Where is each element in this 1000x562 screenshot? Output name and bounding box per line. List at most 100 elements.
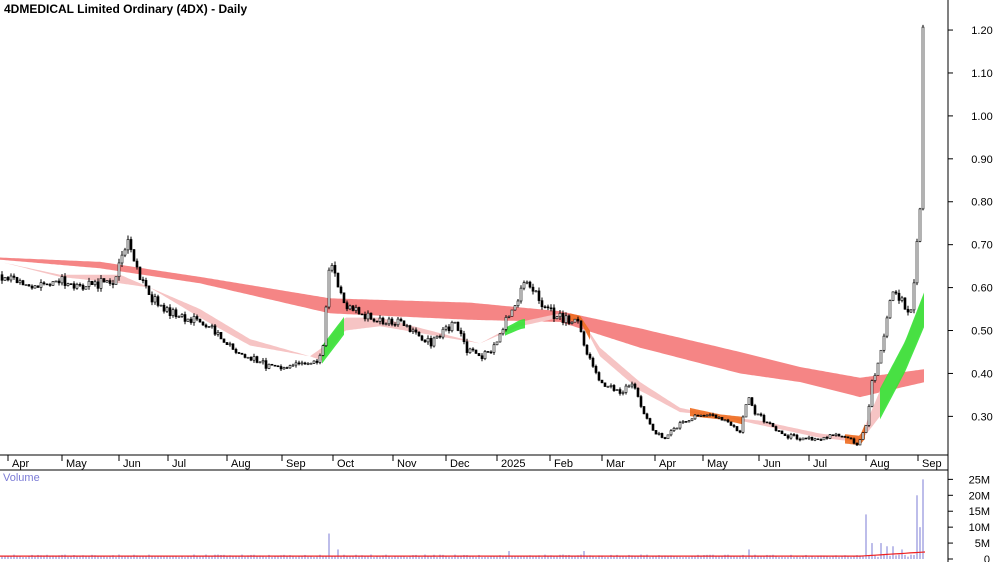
candle-body (84, 286, 88, 290)
volume-bar (394, 555, 396, 559)
volume-bar (355, 554, 357, 559)
candle-body (468, 348, 472, 353)
volume-bar (853, 555, 855, 559)
candle-body (720, 417, 724, 421)
volume-bar (283, 554, 285, 559)
candle-body (177, 316, 181, 318)
volume-bar (277, 555, 279, 559)
candle-body (855, 442, 859, 446)
volume-bar (904, 554, 906, 559)
volume-bar (619, 555, 621, 559)
volume-bar (364, 555, 366, 559)
volume-bar (406, 556, 408, 559)
volume-bar (493, 555, 495, 559)
candle-body (435, 335, 439, 339)
candle-body (552, 307, 556, 320)
volume-bar (85, 556, 87, 559)
date-tick-label: May (707, 458, 728, 470)
candle-body (264, 360, 268, 369)
candle-body (423, 339, 427, 343)
candle-body (462, 333, 466, 343)
volume-bar (154, 556, 156, 559)
volume-bar (313, 556, 315, 559)
volume-bar (199, 556, 201, 559)
candle-body (825, 436, 829, 439)
candle-body (294, 362, 298, 366)
candle-body (918, 208, 922, 242)
candle-body (363, 313, 367, 320)
candle-body (444, 326, 448, 330)
candle-body (723, 419, 727, 422)
crossover-band (880, 292, 924, 420)
date-tick-label: Nov (397, 458, 417, 470)
volume-bar (49, 555, 51, 559)
volume-tick-label: 5M (975, 538, 990, 550)
volume-bar (553, 555, 555, 559)
volume-bar (484, 556, 486, 559)
volume-bar (844, 555, 846, 559)
candle-body (69, 283, 73, 285)
candle-body (507, 315, 511, 318)
volume-bar (514, 556, 516, 559)
volume-bar (424, 554, 426, 559)
volume-bar (604, 557, 606, 559)
volume-bar (205, 554, 207, 559)
candle-body (816, 438, 820, 441)
candle-body (690, 418, 694, 421)
volume-bar (175, 556, 177, 559)
candle-body (459, 330, 463, 334)
candle-body (174, 309, 178, 318)
volume-bar (316, 556, 318, 559)
volume-bar (592, 556, 594, 559)
candle-body (396, 318, 400, 326)
volume-bar (433, 554, 435, 559)
volume-bar (415, 554, 417, 559)
volume-bar (835, 555, 837, 559)
volume-bar (577, 555, 579, 559)
candle-body (726, 419, 730, 423)
candle-body (105, 280, 109, 283)
candle-body (333, 265, 337, 274)
price-tick-label: 0.60 (971, 283, 992, 295)
candle-body (246, 356, 250, 359)
volume-bar (712, 554, 714, 559)
volume-bar (19, 555, 21, 559)
candle-body (651, 423, 655, 431)
volume-bar (400, 556, 402, 559)
candle-body (30, 285, 34, 289)
volume-bar (436, 557, 438, 559)
candle-body (813, 438, 817, 441)
candle-body (27, 284, 31, 287)
candle-body (18, 280, 22, 284)
candle-body (588, 353, 592, 359)
date-tick-label: Sep (286, 458, 306, 470)
candle-body (480, 355, 484, 359)
volume-bar (361, 555, 363, 559)
candle-body (78, 284, 82, 286)
candle-body (864, 425, 868, 433)
candle-body (357, 307, 361, 315)
candle-body (48, 284, 52, 286)
candle-body (513, 305, 517, 311)
candle-body (783, 433, 787, 436)
volume-bar (388, 555, 390, 559)
candle-body (501, 329, 505, 335)
candle-body (408, 325, 412, 332)
volume-bar (799, 557, 801, 559)
candle-body (729, 421, 733, 426)
volume-bar (61, 554, 63, 559)
candle-body (618, 389, 622, 394)
candle-body (258, 361, 262, 364)
volume-bar (769, 555, 771, 559)
candle-body (894, 291, 898, 294)
volume-bar (748, 549, 750, 559)
candle-body (591, 357, 595, 367)
volume-bar (298, 556, 300, 559)
candle-body (489, 351, 493, 354)
volume-bar (889, 555, 891, 559)
candle-body (240, 352, 244, 355)
candle-body (399, 318, 403, 322)
volume-bar (631, 555, 633, 559)
price-tick-label: 0.30 (971, 411, 992, 423)
candle-body (144, 280, 148, 287)
